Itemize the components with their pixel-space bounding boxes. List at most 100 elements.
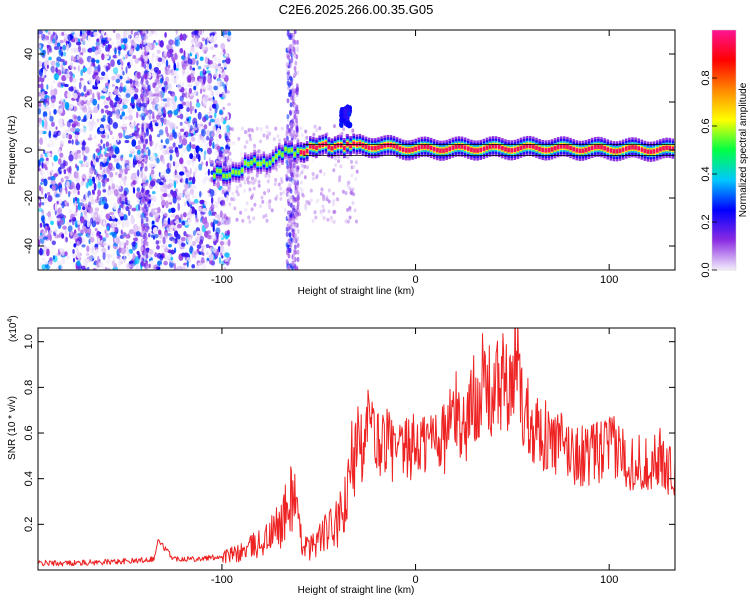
spectrogram-cell [191,77,196,82]
spectrogram-cell [100,39,106,45]
spectrogram-cell [181,82,184,87]
spectrogram-cell [153,264,159,270]
spectrogram-cell [132,54,137,59]
spectrogram-cell [66,202,70,207]
spectrogram-track-cell [340,143,343,148]
spectrogram-cell [274,177,278,182]
spectrogram-cell [112,67,119,75]
spectrogram-cell [102,114,106,119]
spectrogram-cell [214,213,219,218]
spectrogram-track-cell [256,161,259,167]
spectrogram-cell [333,124,337,129]
spectrogram-cell [78,97,81,106]
spectrogram-cell [228,202,232,207]
spectrogram-cell [251,176,255,181]
spectrogram-cell [184,60,188,64]
spectrogram-cell [93,65,98,70]
spectrogram-track-cell [228,173,232,178]
spectrogram-track-cell [513,147,517,153]
spectrogram-cell [74,134,79,140]
spectrogram-cell [41,161,44,169]
spectrogram-cell [207,75,211,80]
spectrogram-cell [285,174,289,179]
spectrogram-cell [151,220,155,225]
spectrogram-cell [186,144,192,152]
spectrogram-track-cell [219,168,222,174]
spectrogram-cell [76,55,80,60]
spectrogram-cell [90,65,94,72]
spectrogram-cell [293,96,297,102]
spectrogram-cell [294,109,298,115]
spectrogram-cell [95,75,100,84]
spectrogram-track-cell [621,147,625,152]
spectrogram-cell [165,145,169,151]
spectrogram-cell [82,163,85,167]
spectrogram-cell [97,189,102,197]
spectrogram-cell [132,161,136,168]
spectrogram-cell [115,184,119,189]
spectrogram-cell [67,33,73,42]
spectrogram-cell [65,180,70,188]
spectrogram-cell [118,212,125,217]
spectrogram-cell [44,225,48,234]
spectrogram-cell [162,112,167,118]
spectrogram-cell [104,74,109,81]
spectrogram-cell [344,191,348,196]
spectrogram-cell [208,253,214,261]
spectrogram-cell [160,139,163,144]
spectrogram-cell [91,46,97,53]
spectrogram-cell [165,184,172,190]
spectrogram-cell [291,207,295,213]
spectrogram-cell [69,75,73,83]
spectrogram-cell [238,183,242,188]
spectrogram-cell [62,44,67,51]
spectrogram-cell [141,138,144,144]
spectrogram-cell [140,198,144,204]
spectrogram-cell [122,86,126,93]
spectrogram-cell [181,70,186,74]
spectrogram-cell [226,194,229,202]
spectrogram-cell [205,234,211,239]
spectrogram-cell [292,238,296,244]
spectrogram-cell [61,200,65,209]
spectrogram-cell [332,168,336,173]
spectrogram-cell [144,203,147,209]
spectrogram-cell [300,133,304,138]
spectrogram-cell [40,170,46,174]
spectrogram-track-cell [460,144,464,149]
spectrogram-cell [213,100,218,105]
spectrogram-cell [128,48,134,56]
spectrogram-cell [196,230,201,235]
spectrogram-track-cell [268,160,272,166]
spectrogram-cell [148,233,151,238]
spectrogram-track-cell [327,145,331,150]
spectrogram-cell [125,93,131,99]
spectrogram-cell [332,209,336,214]
spectrogram-cell [64,251,68,257]
spectrogram-track-cell [243,160,247,165]
spectrogram-cell [193,85,197,91]
spectrogram-cell [167,64,171,69]
spectrogram-cell [46,97,50,102]
spectrogram-cell [204,150,207,156]
spectrogram-cell [191,160,195,167]
spectrogram-cell [114,227,118,233]
spectrogram-cell [151,202,154,207]
spectrogram-cell [122,104,128,109]
spectrogram-cell [63,51,67,57]
spectrogram-cell [148,248,154,255]
spectrogram-track-cell [628,145,631,150]
spectrogram-cell [59,107,63,114]
spectrogram-cell [142,243,146,249]
spectrogram-cell [129,122,135,130]
spectrogram-track-cell [287,148,290,153]
spectrogram-cell [156,157,160,164]
spectrogram-cell [180,128,185,133]
spectrogram-track-cell [482,146,486,152]
spectrogram-cell [216,138,219,144]
spectrogram-cell [169,48,174,54]
spectrogram-cell [288,232,292,238]
spectrogram-track-cell [274,154,278,159]
spectrogram-cell [154,183,158,189]
